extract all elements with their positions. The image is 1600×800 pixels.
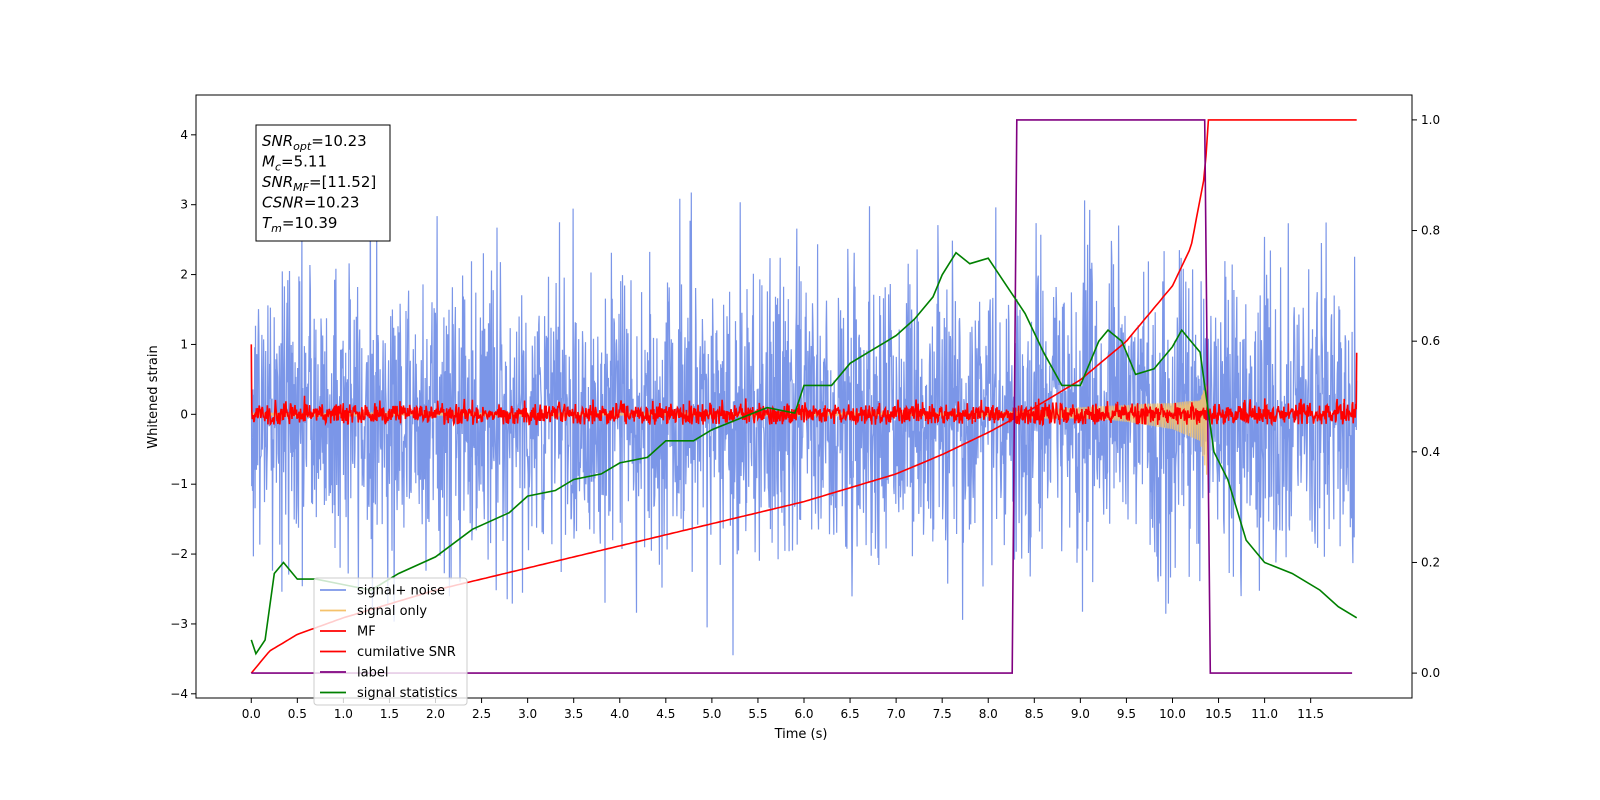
y-axis-right: 1.0 0.8 0.6 0.4 0.2 0.0	[1412, 113, 1440, 680]
annotation-value: =10.23	[304, 194, 360, 212]
x-tick-label: 2.5	[472, 707, 491, 721]
y-left-tick-label: 3	[180, 198, 188, 212]
annotation-symbol: CSNR	[262, 194, 304, 212]
x-tick-label: 1.5	[380, 707, 399, 721]
x-tick-label: 8.5	[1025, 707, 1044, 721]
legend-entry-label: signal only	[357, 604, 427, 619]
legend-entry-label: cumilative SNR	[357, 645, 456, 660]
x-tick-label: 0.0	[242, 707, 261, 721]
y-axis-label: Whitened strain	[146, 345, 161, 448]
annotation-subscript: m	[271, 222, 282, 235]
annotation-line: SNRopt=10.23	[262, 132, 367, 153]
x-tick-label: 9.0	[1071, 707, 1090, 721]
annotation-line: Tm=10.39	[262, 214, 337, 235]
stats-annotation-box: SNRopt=10.23Mc=5.11SNRMF=[11.52]CSNR=10.…	[255, 124, 391, 242]
y-right-tick-label: 0.8	[1421, 224, 1440, 238]
legend-entry-label: signal statistics	[357, 686, 458, 701]
y-right-tick-label: 0.6	[1421, 334, 1440, 348]
x-tick-label: 5.0	[702, 707, 721, 721]
y-left-tick-label: −3	[170, 617, 188, 631]
annotation-frame	[255, 124, 391, 242]
x-axis: 0.0 0.5 1.0 1.5 2.0 2.5 3.0 3.5 4.0 4.5 5.0 5.5 6.0 6…	[242, 698, 1324, 721]
annotation-subscript: MF	[293, 181, 309, 194]
y-left-tick-label: 4	[180, 128, 188, 142]
x-tick-label: 9.5	[1117, 707, 1136, 721]
x-tick-label: 7.5	[933, 707, 952, 721]
x-tick-label: 10.5	[1205, 707, 1232, 721]
y-left-tick-label: −1	[170, 477, 188, 491]
series-line-5	[250, 251, 1358, 656]
annotation-line: CSNR=10.23	[262, 194, 359, 212]
x-tick-label: 11.5	[1297, 707, 1324, 721]
annotation-value: =10.39	[282, 214, 338, 232]
y-right-tick-label: 0.2	[1421, 555, 1440, 569]
legend: signal+ noise signal only MF cumilative SNR…	[313, 577, 468, 706]
annotation-symbol: SNR	[262, 132, 293, 150]
annotation-symbol: M	[262, 153, 275, 171]
annotation-line: SNRMF=[11.52]	[262, 173, 376, 194]
x-tick-label: 3.5	[564, 707, 583, 721]
annotation-value: =5.11	[281, 153, 327, 171]
x-tick-label: 0.5	[288, 707, 307, 721]
x-axis-label: Time (s)	[774, 727, 828, 742]
x-tick-label: 5.5	[748, 707, 767, 721]
x-tick-label: 4.5	[656, 707, 675, 721]
x-tick-label: 3.0	[518, 707, 537, 721]
series-line-4	[251, 119, 1353, 674]
series-line-2	[250, 344, 1358, 427]
x-tick-label: 1.0	[334, 707, 353, 721]
x-tick-label: 6.0	[794, 707, 813, 721]
x-tick-label: 4.0	[610, 707, 629, 721]
y-axis-left: 4 3 2 1 0 −1 −2 −3 −4	[170, 128, 196, 701]
y-right-tick-label: 1.0	[1421, 113, 1440, 127]
legend-entry-label: label	[357, 666, 388, 681]
annotation-subscript: opt	[293, 140, 312, 153]
y-right-tick-label: 0.4	[1421, 445, 1440, 459]
annotation-value: =10.23	[311, 132, 367, 150]
y-left-tick-label: −4	[170, 687, 188, 701]
legend-entry-label: MF	[357, 625, 376, 640]
x-tick-label: 2.0	[426, 707, 445, 721]
x-tick-label: 6.5	[841, 707, 860, 721]
x-tick-label: 11.0	[1251, 707, 1278, 721]
x-tick-label: 7.0	[887, 707, 906, 721]
y-left-tick-label: −2	[170, 547, 188, 561]
annotation-subscript: c	[275, 161, 281, 174]
y-left-tick-label: 2	[180, 268, 188, 282]
x-tick-label: 8.0	[979, 707, 998, 721]
y-left-tick-label: 1	[180, 337, 188, 351]
y-left-tick-label: 0	[180, 407, 188, 421]
annotation-value: =[11.52]	[309, 173, 376, 191]
annotation-symbol: SNR	[262, 173, 293, 191]
y-right-tick-label: 0.0	[1421, 666, 1440, 680]
annotation-symbol: T	[262, 214, 273, 232]
legend-frame	[313, 577, 468, 706]
x-tick-label: 10.0	[1159, 707, 1186, 721]
legend-entry-label: signal+ noise	[357, 584, 445, 599]
annotation-line: Mc=5.11	[262, 153, 327, 174]
